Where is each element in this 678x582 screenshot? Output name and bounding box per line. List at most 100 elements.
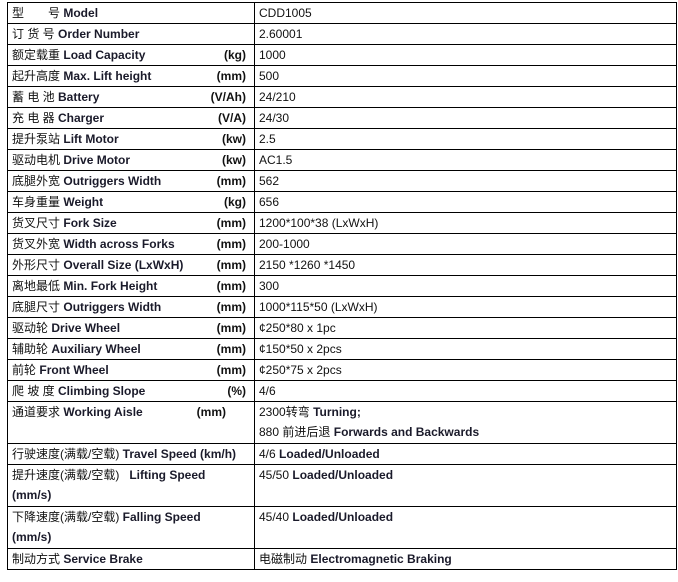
table-row-travel-speed: 行驶速度(满载/空载) Travel Speed (km/h) 4/6 Load… bbox=[7, 443, 677, 465]
label-unit: (mm) bbox=[196, 405, 226, 419]
label-cn: 型 号 bbox=[12, 6, 61, 20]
label-en: Max. Lift height bbox=[63, 69, 152, 83]
label-en: Lift Motor bbox=[63, 132, 119, 146]
spec-label: 额定载重 Load Capacity (kg) bbox=[7, 44, 255, 66]
label-unit: (mm) bbox=[216, 300, 246, 314]
label-unit: (mm) bbox=[216, 258, 246, 272]
spec-value: ¢250*75 x 2pcs bbox=[254, 359, 677, 381]
spec-label: 货叉外宽 Width across Forks (mm) bbox=[7, 233, 255, 255]
label-unit: (mm) bbox=[216, 342, 246, 356]
spec-value: 2.60001 bbox=[254, 23, 677, 45]
label-cn: 行驶速度(满载/空载) bbox=[12, 447, 120, 461]
label-cn: 订 货 号 bbox=[12, 27, 55, 41]
spec-label: 驱动轮 Drive Wheel (mm) bbox=[7, 317, 255, 339]
table-row: 底腿尺寸 Outriggers Width (mm) 1000*115*50 (Lx… bbox=[7, 296, 677, 318]
label-cn: 蓄 电 池 bbox=[12, 90, 55, 104]
label-cn: 提升泵站 bbox=[12, 132, 61, 146]
spec-table: 型 号 Model CDD1005 订 货 号 Order Number 2.6000… bbox=[7, 2, 677, 570]
spec-label: 前轮 Front Wheel (mm) bbox=[7, 359, 255, 381]
spec-value: 45/50 Loaded/Unloaded bbox=[254, 464, 677, 507]
table-row-service-brake: 制动方式 Service Brake 电磁制动 Electromagnetic … bbox=[7, 548, 677, 570]
label-unit: (mm/s) bbox=[12, 530, 52, 544]
label-unit: (mm/s) bbox=[12, 488, 52, 502]
label-cn: 底腿尺寸 bbox=[12, 300, 61, 314]
label-unit: (mm) bbox=[216, 321, 246, 335]
spec-value: 1000 bbox=[254, 44, 677, 66]
label-en: Width across Forks bbox=[63, 237, 175, 251]
label-en: Outriggers Width bbox=[63, 174, 162, 188]
label-en: Climbing Slope bbox=[58, 384, 146, 398]
spec-value: 200-1000 bbox=[254, 233, 677, 255]
spec-label: 行驶速度(满载/空载) Travel Speed (km/h) bbox=[7, 443, 255, 465]
label-en: Service Brake bbox=[63, 552, 143, 566]
label-unit: (kw) bbox=[222, 132, 246, 146]
table-row-working-aisle: 通道要求 Working Aisle (mm) 2300转弯 Turning; 88… bbox=[7, 401, 677, 444]
spec-label: 底腿尺寸 Outriggers Width (mm) bbox=[7, 296, 255, 318]
spec-value: ¢250*80 x 1pc bbox=[254, 317, 677, 339]
spec-label: 辅助轮 Auxiliary Wheel (mm) bbox=[7, 338, 255, 360]
value-en: Loaded/Unloaded bbox=[292, 468, 394, 482]
spec-label: 外形尺寸 Overall Size (LxWxH) (mm) bbox=[7, 254, 255, 276]
spec-label: 爬 坡 度 Climbing Slope (%) bbox=[7, 380, 255, 402]
label-unit: (mm) bbox=[216, 174, 246, 188]
label-cn: 离地最低 bbox=[12, 279, 61, 293]
label-cn: 驱动电机 bbox=[12, 153, 61, 167]
spec-label: 货叉尺寸 Fork Size (mm) bbox=[7, 212, 255, 234]
value-en: Loaded/Unloaded bbox=[279, 447, 380, 461]
table-row: 前轮 Front Wheel (mm) ¢250*75 x 2pcs bbox=[7, 359, 677, 381]
label-cn: 外形尺寸 bbox=[12, 258, 61, 272]
table-row: 外形尺寸 Overall Size (LxWxH) (mm) 2150 *1260 … bbox=[7, 254, 677, 276]
label-en: Charger bbox=[58, 111, 105, 125]
label-cn: 爬 坡 度 bbox=[12, 384, 55, 398]
spec-value: 300 bbox=[254, 275, 677, 297]
label-unit: (mm) bbox=[216, 216, 246, 230]
label-en: Auxiliary Wheel bbox=[51, 342, 141, 356]
table-row-falling-speed: 下降速度(满载/空载) Falling Speed (mm/s) 45/40 Lo… bbox=[7, 506, 677, 549]
spec-label: 起升高度 Max. Lift height (mm) bbox=[7, 65, 255, 87]
label-cn: 通道要求 bbox=[12, 405, 61, 419]
value-cn: 电磁制动 bbox=[259, 552, 308, 566]
spec-label: 型 号 Model bbox=[7, 2, 255, 24]
spec-value: 4/6 bbox=[254, 380, 677, 402]
value-num: 880 bbox=[259, 425, 280, 439]
spec-value: 1200*100*38 (LxWxH) bbox=[254, 212, 677, 234]
label-en: Drive Motor bbox=[63, 153, 131, 167]
label-unit: (mm) bbox=[216, 279, 246, 293]
table-row: 订 货 号 Order Number 2.60001 bbox=[7, 23, 677, 45]
spec-label: 制动方式 Service Brake bbox=[7, 548, 255, 570]
table-row: 充 电 器 Charger (V/A) 24/30 bbox=[7, 107, 677, 129]
spec-value: 1000*115*50 (LxWxH) bbox=[254, 296, 677, 318]
label-unit: (%) bbox=[227, 384, 246, 398]
spec-label: 提升泵站 Lift Motor (kw) bbox=[7, 128, 255, 150]
label-cn: 前轮 bbox=[12, 363, 37, 377]
table-row: 型 号 Model CDD1005 bbox=[7, 2, 677, 24]
label-cn: 货叉外宽 bbox=[12, 237, 61, 251]
label-en: Model bbox=[63, 6, 99, 20]
value-num: 4/6 bbox=[259, 447, 276, 461]
label-cn: 车身重量 bbox=[12, 195, 61, 209]
value-num: 45/40 bbox=[259, 510, 290, 524]
spec-value: 电磁制动 Electromagnetic Braking bbox=[254, 548, 677, 570]
label-cn: 驱动轮 bbox=[12, 321, 49, 335]
label-en: Lifting Speed bbox=[129, 468, 206, 482]
label-en: Overall Size (LxWxH) bbox=[63, 258, 184, 272]
spec-value: 45/40 Loaded/Unloaded bbox=[254, 506, 677, 549]
table-row: 起升高度 Max. Lift height (mm) 500 bbox=[7, 65, 677, 87]
value-en: Electromagnetic Braking bbox=[310, 552, 452, 566]
spec-value: 2.5 bbox=[254, 128, 677, 150]
label-en: Working Aisle bbox=[63, 405, 143, 419]
label-cn: 充 电 器 bbox=[12, 111, 55, 125]
spec-label: 车身重量 Weight (kg) bbox=[7, 191, 255, 213]
label-cn: 辅助轮 bbox=[12, 342, 49, 356]
label-unit: (V/Ah) bbox=[210, 90, 246, 104]
table-row: 驱动轮 Drive Wheel (mm) ¢250*80 x 1pc bbox=[7, 317, 677, 339]
label-cn: 下降速度(满载/空载) bbox=[12, 510, 120, 524]
label-en: Travel Speed (km/h) bbox=[122, 447, 237, 461]
label-unit: (V/A) bbox=[218, 111, 246, 125]
label-en: Falling Speed bbox=[122, 510, 201, 524]
spec-value: 2150 *1260 *1450 bbox=[254, 254, 677, 276]
label-unit: (mm) bbox=[216, 237, 246, 251]
table-row: 货叉尺寸 Fork Size (mm) 1200*100*38 (LxWxH) bbox=[7, 212, 677, 234]
value-cn: 前进后退 bbox=[282, 425, 331, 439]
table-row: 车身重量 Weight (kg) 656 bbox=[7, 191, 677, 213]
